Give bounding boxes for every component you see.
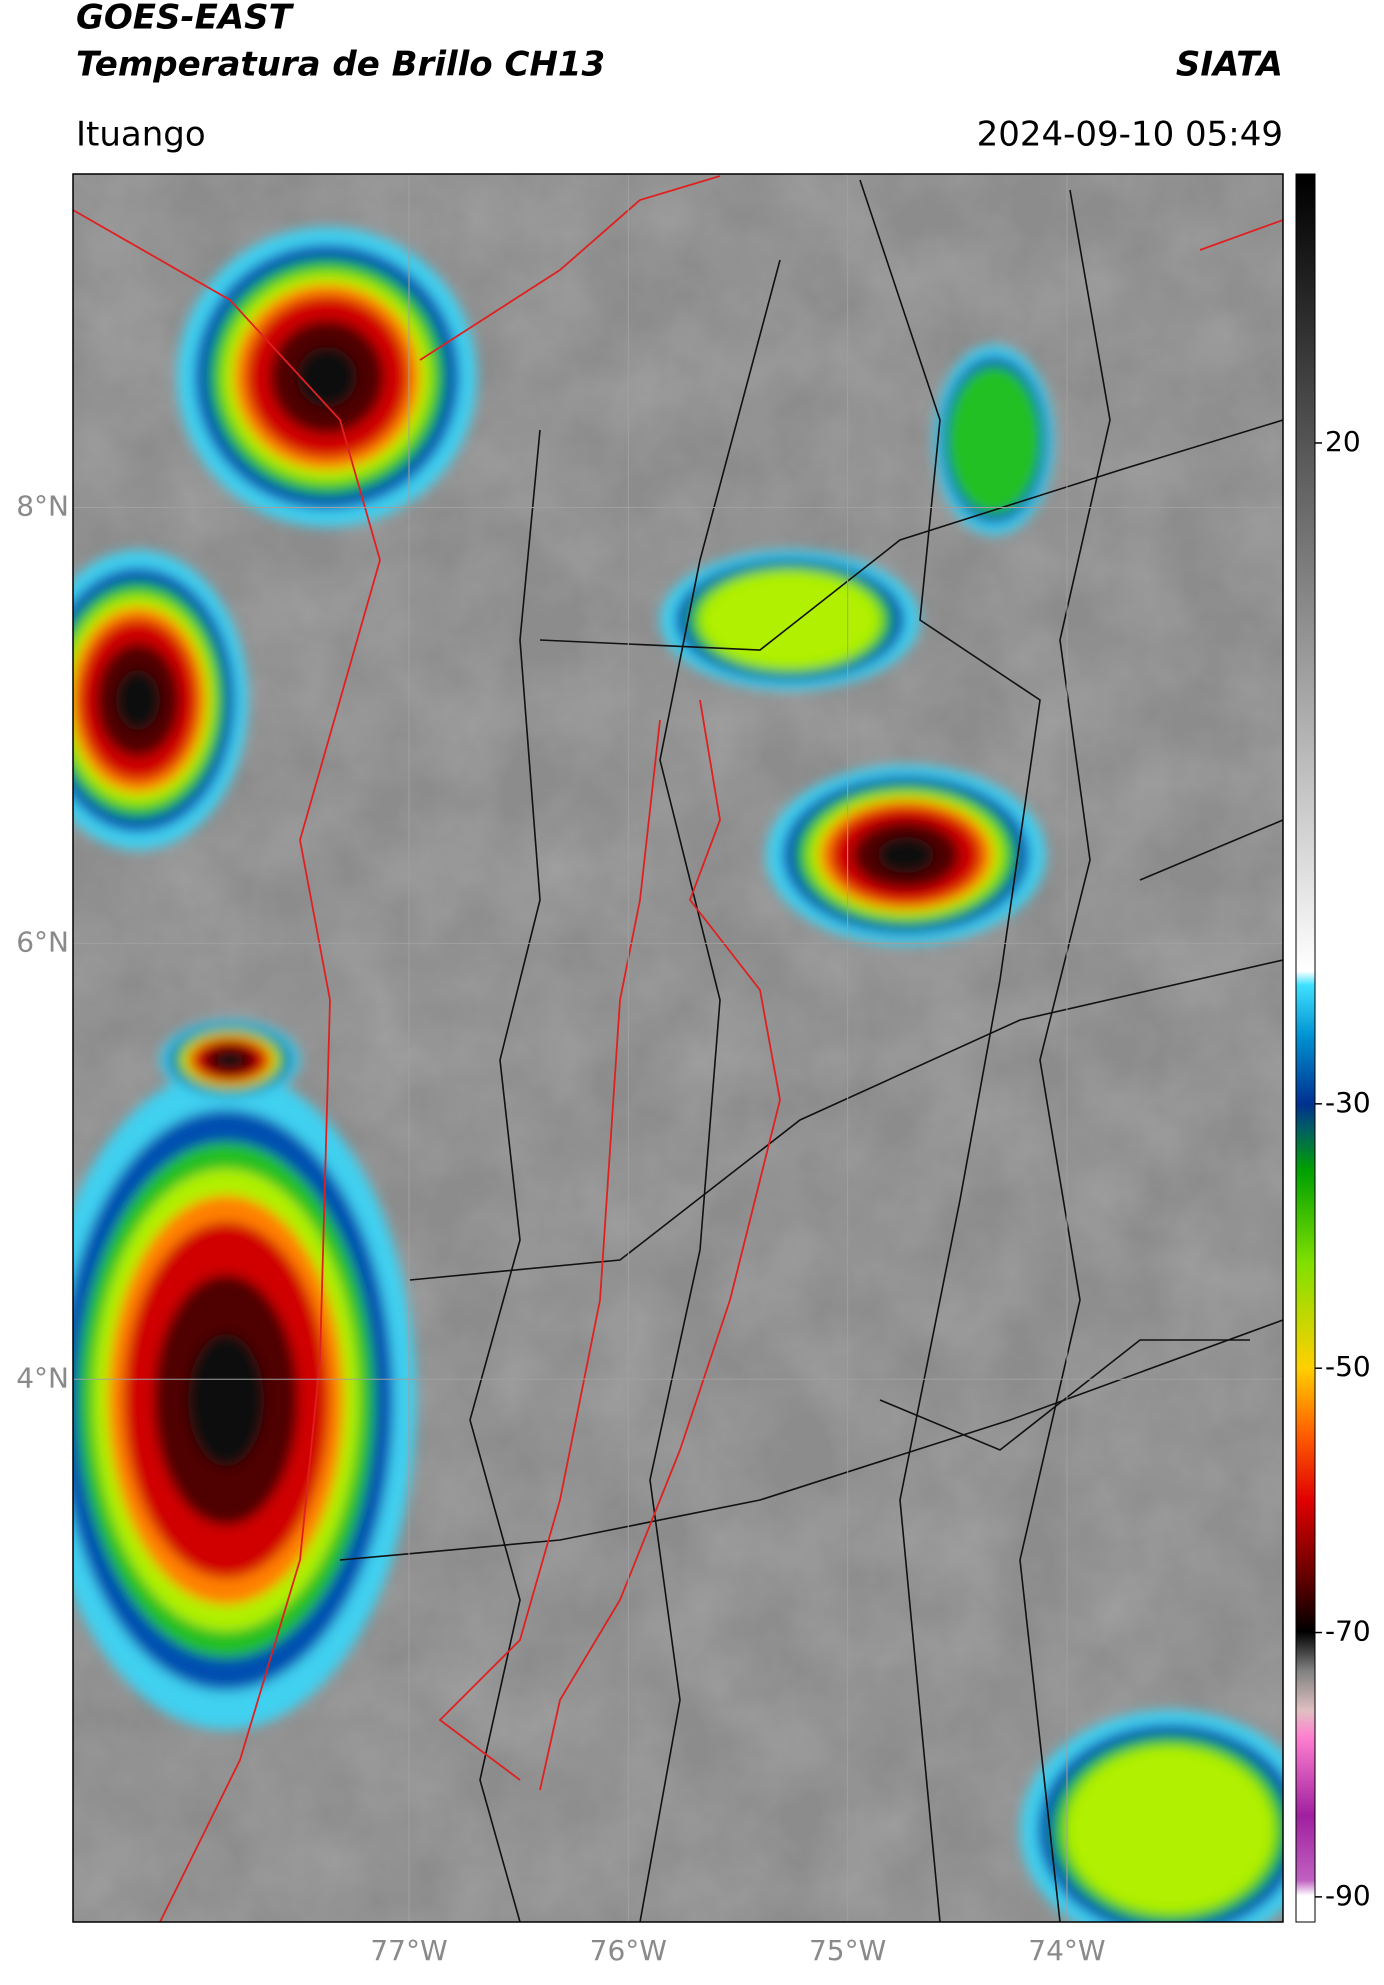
x-tick-label: 76°W [590, 1934, 667, 1967]
storm-cell [188, 1334, 264, 1466]
map-frame [72, 173, 1284, 1923]
location: Ituango [76, 115, 206, 155]
storm-cell [116, 670, 160, 730]
title: GOES-EAST [76, 0, 295, 38]
admin-borders [339, 179, 1283, 1922]
colorbar-tick-label: -50 [1325, 1350, 1371, 1383]
storm-cell [878, 837, 934, 873]
storm-cell [1065, 1746, 1275, 1914]
subtitle: Temperatura de Brillo CH13 [76, 45, 605, 85]
x-tick-label: 75°W [809, 1934, 886, 1967]
y-tick-label: 4°N [16, 1361, 69, 1394]
storm-cell [947, 365, 1041, 515]
source: SIATA [1176, 45, 1283, 85]
colorbar [1295, 173, 1316, 1923]
storm-cell [216, 1052, 244, 1068]
x-tick-label: 77°W [370, 1934, 447, 1967]
colorbar-tick-label: -90 [1325, 1879, 1371, 1912]
y-tick-label: 8°N [16, 489, 69, 522]
storm-cell [297, 347, 357, 407]
x-tick-label: 74°W [1028, 1934, 1105, 1967]
y-tick-label: 6°N [16, 925, 69, 958]
datetime: 2024-09-10 05:49 [977, 115, 1283, 155]
colorbar-tick-label: -30 [1325, 1086, 1371, 1119]
storm-cell [699, 571, 881, 669]
satellite-image [73, 174, 1283, 1922]
department-borders [73, 175, 1283, 1922]
colorbar-tick-label: -70 [1325, 1615, 1371, 1648]
colorbar-tick-label: 20 [1325, 425, 1361, 458]
